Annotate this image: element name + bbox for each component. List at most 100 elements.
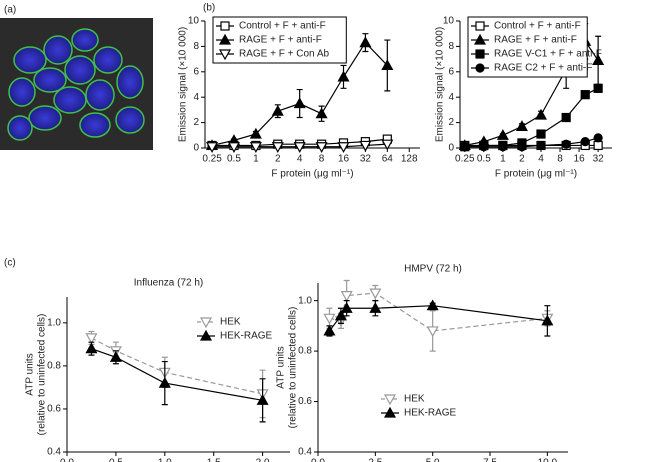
chart-title: HMPV (72 h) (404, 264, 462, 275)
x-tick-label: 0.5 (109, 458, 123, 462)
marker (381, 139, 394, 151)
y-axis-label: Emission signal (×10 000) (435, 27, 446, 142)
chart-title: Influenza (72 h) (134, 278, 204, 289)
y-tick-label: 1.0 (298, 295, 312, 306)
marker (541, 314, 554, 326)
marker (515, 120, 528, 132)
x-tick-label: 1.5 (207, 458, 221, 462)
marker (369, 301, 382, 313)
panel-label: (b) (203, 3, 215, 14)
y-axis-label: ATP units (25, 353, 36, 395)
marker (293, 97, 306, 109)
legend-label: RAGE + F + anti-F (239, 35, 322, 46)
marker (580, 137, 590, 147)
y-axis-label: (relative to uninfected cells) (37, 314, 48, 436)
marker (158, 376, 171, 388)
x-tick-label: 8 (557, 154, 563, 165)
legend-label: RAGE + F + anti-F (494, 35, 577, 46)
marker (498, 142, 508, 152)
marker (315, 142, 328, 153)
marker (334, 309, 347, 321)
marker (85, 333, 98, 345)
y-tick-label: 6 (448, 66, 454, 77)
series-line (91, 337, 263, 395)
panel-label: (c) (4, 258, 16, 269)
y-tick-label: 2 (193, 117, 199, 128)
y-axis-label: (relative to uninfected cells) (288, 307, 299, 429)
marker (218, 49, 232, 61)
x-tick-label: 4 (538, 154, 544, 165)
marker (460, 142, 470, 152)
marker (383, 406, 397, 418)
marker (218, 33, 232, 45)
marker (592, 54, 605, 65)
y-tick-label: 0.4 (47, 447, 61, 458)
marker (315, 107, 328, 119)
y-tick-label: 0.8 (47, 361, 61, 372)
marker (206, 142, 219, 153)
marker (473, 33, 487, 45)
marker (593, 140, 603, 151)
x-tick-label: 64 (382, 154, 394, 165)
marker (323, 313, 336, 325)
legend-label: RAGE V-C1 + F + anti-F (494, 49, 602, 60)
legend-label: RAGE C2 + F + anti-F (494, 63, 592, 74)
marker (271, 104, 284, 116)
legend-label: HEK (220, 317, 241, 328)
x-tick-label: 1 (500, 154, 506, 165)
x-axis-label: F protein (μg ml⁻¹) (495, 169, 577, 180)
y-tick-label: 0.6 (298, 396, 312, 407)
marker (109, 351, 122, 362)
legend-label: HEK-RAGE (404, 408, 457, 419)
marker (369, 288, 382, 300)
marker (340, 301, 353, 313)
micrograph (0, 18, 153, 150)
y-tick-label: 2 (448, 117, 454, 128)
x-tick-label: 32 (360, 154, 372, 165)
marker (271, 142, 284, 153)
legend-frame (467, 16, 588, 78)
marker (323, 324, 336, 336)
y-axis-label: Emission signal (×10 000) (178, 27, 189, 142)
marker (593, 133, 603, 143)
marker (337, 142, 350, 153)
y-axis-label: ATP units (276, 346, 287, 388)
x-tick-label: 2 (275, 154, 281, 165)
legend-label: HEK (404, 394, 425, 405)
marker (199, 317, 213, 329)
x-tick-label: 4 (297, 154, 303, 165)
marker (517, 142, 527, 152)
marker (536, 129, 546, 139)
marker (381, 59, 394, 71)
marker (475, 21, 485, 31)
y-tick-label: 10 (443, 16, 455, 27)
series-line (328, 305, 548, 332)
legend-label: RAGE + F + Con Ab (239, 49, 329, 60)
marker (359, 140, 372, 152)
marker (337, 70, 350, 82)
y-tick-label: 10 (188, 16, 200, 27)
legend-label: Control + F + anti-F (494, 21, 581, 32)
x-tick-label: 0.5 (477, 154, 491, 165)
y-tick-label: 0 (193, 143, 199, 154)
x-tick-label: 1.0 (158, 458, 172, 462)
x-tick-label: 2.5 (368, 458, 382, 462)
x-tick-label: 7.5 (483, 458, 497, 462)
x-tick-label: 16 (574, 154, 586, 165)
x-tick-label: 32 (593, 154, 605, 165)
marker (293, 142, 306, 153)
y-tick-label: 8 (448, 41, 454, 52)
marker (220, 21, 230, 31)
series-line (329, 292, 548, 332)
marker (85, 342, 98, 354)
marker (426, 326, 439, 338)
marker (593, 83, 603, 93)
marker (496, 129, 509, 140)
x-tick-label: 0.0 (311, 458, 325, 462)
marker (359, 36, 372, 48)
x-tick-label: 16 (338, 154, 350, 165)
x-tick-label: 8 (319, 154, 325, 165)
legend-label: Control + F + anti-F (239, 21, 326, 32)
marker (383, 394, 397, 406)
x-tick-label: 0.5 (227, 154, 241, 165)
